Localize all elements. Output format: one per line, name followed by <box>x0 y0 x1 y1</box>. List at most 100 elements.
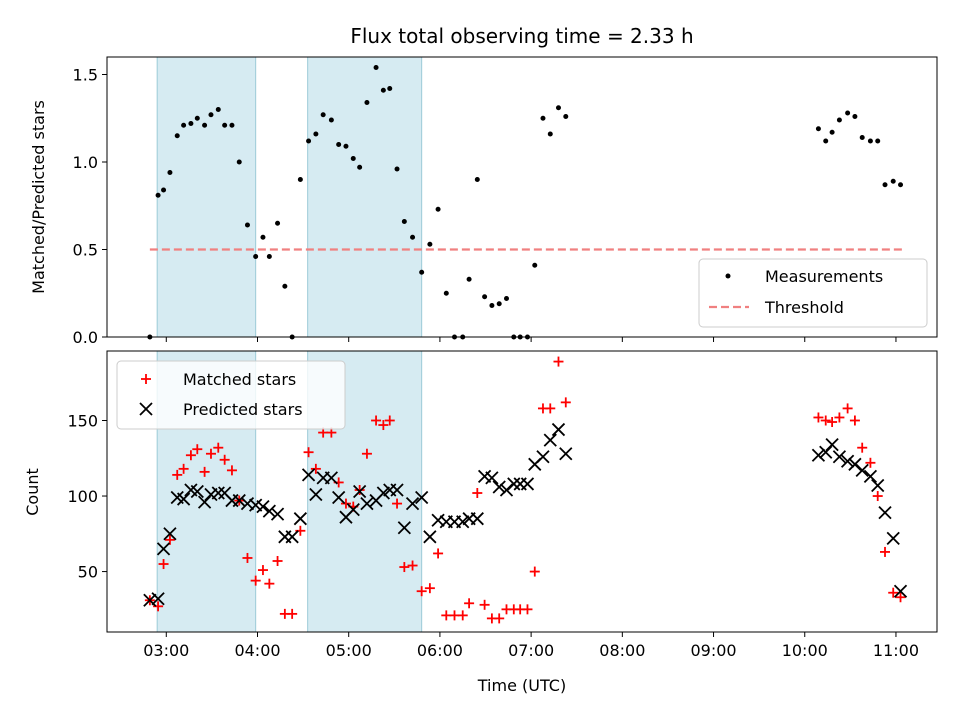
matched-star-point <box>242 552 253 563</box>
matched-star-point <box>164 534 175 545</box>
y-tick-label: 0.0 <box>73 328 98 347</box>
x-tick-label: 08:00 <box>599 641 645 660</box>
predicted-star-point <box>163 527 177 541</box>
matched-star-point <box>479 599 490 610</box>
matched-star-point <box>213 442 224 453</box>
predicted-star-point <box>397 521 411 535</box>
matched-star-point <box>545 403 556 414</box>
measurement-point <box>320 112 326 118</box>
measurement-point <box>161 187 167 193</box>
predicted-star-point <box>470 512 484 526</box>
y-tick-label: 1.0 <box>73 153 98 172</box>
measurement-point <box>222 122 228 128</box>
measurement-point <box>474 177 480 182</box>
matched-star-point <box>178 463 189 474</box>
y-tick-label: 1.5 <box>73 66 98 85</box>
measurement-point <box>401 219 407 224</box>
matched-star-point <box>250 575 261 586</box>
matched-star-point <box>226 465 237 476</box>
measurement-point <box>466 276 472 282</box>
measurement-point <box>336 142 342 147</box>
x-tick-label: 10:00 <box>782 641 828 660</box>
measurement-point <box>435 206 441 212</box>
measurement-point <box>563 114 569 119</box>
matched-star-point <box>813 412 824 423</box>
x-tick-label: 03:00 <box>143 641 189 660</box>
measurement-point <box>167 170 173 175</box>
matched-star-point <box>399 562 410 573</box>
x-tick-label: 09:00 <box>690 641 736 660</box>
measurement-point <box>482 294 488 300</box>
predicted-star-point <box>832 450 847 464</box>
bottom-y-axis-label: Count <box>23 468 42 516</box>
matched-star-point <box>310 463 321 474</box>
predicted-star-point <box>240 496 255 511</box>
x-axis-label: Time (UTC) <box>477 676 566 695</box>
matched-star-point <box>371 415 382 426</box>
measurement-point <box>260 234 266 240</box>
matched-star-point <box>392 498 403 509</box>
bottom-panel: 03:00 04:00 05:00 06:00 07:00 08:00 09:00 10:00… <box>23 350 938 695</box>
predicted-star-point <box>332 490 346 505</box>
measurement-point <box>215 107 221 112</box>
measurement-point <box>852 114 858 119</box>
matched-star-point <box>205 448 216 459</box>
x-tick-label: 05:00 <box>326 641 372 660</box>
measurement-point <box>313 131 319 137</box>
matched-star-point <box>433 548 444 559</box>
matched-star-point <box>472 488 483 499</box>
measurement-point <box>188 121 194 126</box>
measurement-point <box>875 138 881 144</box>
bottom-y-ticks: 50 100 150 <box>67 411 107 582</box>
y-tick-label: 50 <box>78 563 98 582</box>
measurement-point <box>829 129 835 135</box>
matched-star-point <box>849 415 860 426</box>
predicted-star-point <box>863 469 878 484</box>
matched-star-point <box>827 417 838 428</box>
matched-star-point <box>264 578 275 589</box>
legend-measurements-marker <box>725 273 731 279</box>
matched-star-point <box>457 610 468 621</box>
matched-star-point <box>842 403 853 414</box>
measurement-point <box>297 177 303 182</box>
matched-star-point <box>407 560 418 571</box>
predicted-star-point <box>256 499 270 514</box>
matched-star-point <box>172 469 183 480</box>
top-y-ticks: 0.0 0.5 1.0 1.5 <box>73 66 107 347</box>
predicted-star-point <box>232 493 246 508</box>
predicted-star-point <box>309 487 323 502</box>
measurement-point <box>387 86 393 91</box>
y-tick-label: 150 <box>67 411 98 430</box>
predicted-star-point <box>211 486 225 500</box>
matched-star-point <box>378 420 389 431</box>
predicted-star-point <box>423 530 437 544</box>
legend-measurements-label: Measurements <box>765 267 883 286</box>
predicted-star-point <box>156 542 171 556</box>
matched-star-point <box>895 592 906 603</box>
predicted-star-point <box>176 492 191 506</box>
predicted-star-point <box>485 471 499 485</box>
predicted-star-point <box>190 484 204 499</box>
predicted-star-point <box>456 515 470 529</box>
bottom-matched-points <box>144 356 906 624</box>
predicted-star-point <box>492 480 506 494</box>
predicted-star-point <box>405 496 420 511</box>
measurement-point <box>380 87 386 93</box>
measurement-point <box>236 159 242 165</box>
measurement-point <box>882 182 888 188</box>
legend-predicted-marker <box>139 402 153 416</box>
measurement-point <box>364 100 370 105</box>
x-tick-label: 07:00 <box>508 641 554 660</box>
predicted-star-point <box>301 468 316 482</box>
predicted-star-point <box>536 450 550 464</box>
measurement-point <box>174 133 180 139</box>
predicted-star-point <box>346 502 360 517</box>
measurement-point <box>410 234 416 240</box>
predicted-star-point <box>855 463 869 477</box>
measurement-point <box>836 117 842 123</box>
predicted-star-point <box>840 454 855 468</box>
matched-star-point <box>287 608 298 619</box>
matched-star-point <box>464 598 475 609</box>
predicted-star-point <box>886 531 900 545</box>
